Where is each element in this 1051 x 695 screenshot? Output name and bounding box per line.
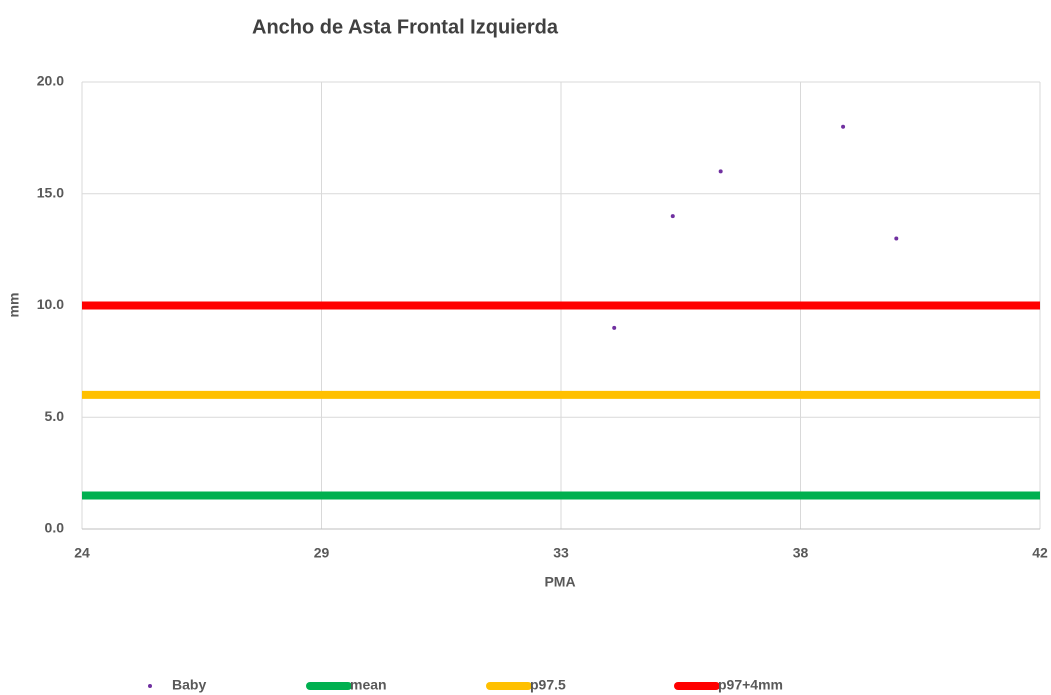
point xyxy=(670,214,675,219)
y-tick-label: 20.0 xyxy=(37,73,64,89)
point xyxy=(841,124,846,129)
point xyxy=(718,169,723,174)
y-axis-label: mm xyxy=(6,293,22,318)
point xyxy=(612,325,617,330)
legend-label: Baby xyxy=(172,677,206,693)
x-tick-label: 29 xyxy=(314,545,330,561)
chart-title: Ancho de Asta Frontal Izquierda xyxy=(252,16,559,38)
x-tick-label: 42 xyxy=(1032,545,1048,561)
legend-swatch xyxy=(148,684,152,688)
y-tick-label: 10.0 xyxy=(37,296,64,312)
x-tick-label: 33 xyxy=(553,545,569,561)
point xyxy=(894,236,899,241)
x-tick-label: 24 xyxy=(74,545,90,561)
legend-label: p97.5 xyxy=(530,677,566,693)
x-tick-label: 38 xyxy=(793,545,809,561)
x-axis-label: PMA xyxy=(544,574,575,590)
legend-label: mean xyxy=(350,677,387,693)
legend-label: p97+4mm xyxy=(718,677,783,693)
y-tick-label: 15.0 xyxy=(37,184,64,200)
y-tick-label: 5.0 xyxy=(45,408,65,424)
y-tick-label: 0.0 xyxy=(45,520,65,536)
